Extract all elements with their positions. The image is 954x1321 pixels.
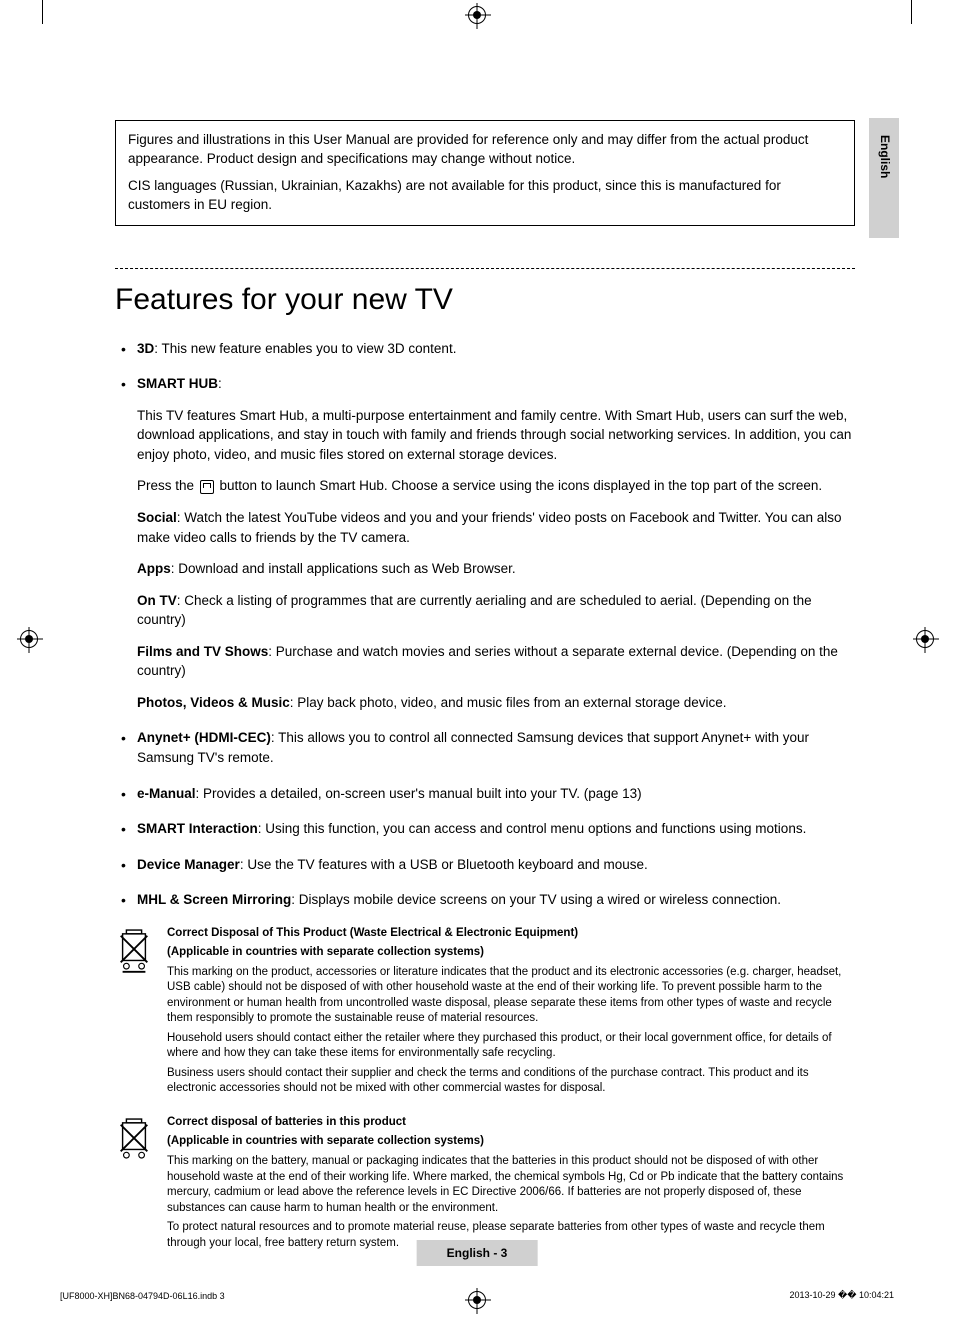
- feature-smartint-title: SMART Interaction: [137, 821, 258, 836]
- feature-smarthub-colon: :: [218, 376, 222, 391]
- feature-smartint: SMART Interaction: Using this function, …: [115, 819, 855, 839]
- smarthub-intro: This TV features Smart Hub, a multi-purp…: [137, 406, 855, 465]
- language-tab-text: English: [878, 135, 892, 178]
- smarthub-social: Social: Watch the latest YouTube videos …: [137, 508, 855, 547]
- page-title: Features for your new TV: [115, 268, 855, 317]
- disposal1-p1: This marking on the product, accessories…: [167, 965, 855, 1027]
- smarthub-apps: Apps: Download and install applications …: [137, 559, 855, 579]
- disposal-product: Correct Disposal of This Product (Waste …: [115, 926, 855, 1101]
- disposal1-p3: Business users should contact their supp…: [167, 1066, 855, 1097]
- apps-title: Apps: [137, 561, 171, 576]
- ontv-desc: : Check a listing of programmes that are…: [137, 593, 812, 628]
- notice-box: Figures and illustrations in this User M…: [115, 120, 855, 226]
- battery-bin-icon: [115, 1115, 153, 1163]
- feature-anynet: Anynet+ (HDMI-CEC): This allows you to c…: [115, 728, 855, 767]
- disposal-product-text: Correct Disposal of This Product (Waste …: [167, 926, 855, 1101]
- feature-mhl-title: MHL & Screen Mirroring: [137, 892, 291, 907]
- page-footer: English - 3: [417, 1240, 538, 1266]
- disposal1-p2: Household users should contact either th…: [167, 1031, 855, 1062]
- feature-smarthub-title: SMART HUB: [137, 376, 218, 391]
- disposal2-title1: Correct disposal of batteries in this pr…: [167, 1115, 855, 1131]
- smarthub-ontv: On TV: Check a listing of programmes tha…: [137, 591, 855, 630]
- smarthub-films: Films and TV Shows: Purchase and watch m…: [137, 642, 855, 681]
- feature-3d: 3D: This new feature enables you to view…: [115, 339, 855, 359]
- smarthub-press-2: button to launch Smart Hub. Choose a ser…: [216, 478, 822, 493]
- photos-title: Photos, Videos & Music: [137, 695, 290, 710]
- doc-info-left: [UF8000-XH]BN68-04794D-06L16.indb 3: [60, 1291, 225, 1301]
- notice-para-2: CIS languages (Russian, Ukrainian, Kazak…: [128, 177, 842, 215]
- smarthub-photos: Photos, Videos & Music: Play back photo,…: [137, 693, 855, 713]
- feature-emanual: e-Manual: Provides a detailed, on-screen…: [115, 784, 855, 804]
- feature-smartint-desc: : Using this function, you can access an…: [258, 821, 807, 836]
- photos-desc: : Play back photo, video, and music file…: [290, 695, 727, 710]
- registration-mark-bottom: [468, 1291, 486, 1309]
- feature-list: 3D: This new feature enables you to view…: [115, 339, 855, 910]
- notice-para-1: Figures and illustrations in this User M…: [128, 131, 842, 169]
- feature-3d-desc: : This new feature enables you to view 3…: [154, 341, 456, 356]
- feature-smarthub: SMART HUB: This TV features Smart Hub, a…: [115, 374, 855, 712]
- weee-bin-icon: [115, 926, 153, 974]
- smarthub-press: Press the button to launch Smart Hub. Ch…: [137, 476, 855, 496]
- films-title: Films and TV Shows: [137, 644, 268, 659]
- disposal-battery: Correct disposal of batteries in this pr…: [115, 1115, 855, 1255]
- disposal2-p1: This marking on the battery, manual or p…: [167, 1154, 855, 1216]
- ontv-title: On TV: [137, 593, 177, 608]
- feature-anynet-title: Anynet+ (HDMI-CEC): [137, 730, 271, 745]
- disposal1-title2: (Applicable in countries with separate c…: [167, 945, 855, 961]
- page-content: Figures and illustrations in this User M…: [115, 120, 855, 1255]
- feature-mhl: MHL & Screen Mirroring: Displays mobile …: [115, 890, 855, 910]
- feature-3d-title: 3D: [137, 341, 154, 356]
- smarthub-icon: [200, 480, 214, 494]
- apps-desc: : Download and install applications such…: [171, 561, 516, 576]
- feature-emanual-desc: : Provides a detailed, on-screen user's …: [196, 786, 642, 801]
- disposal2-title2: (Applicable in countries with separate c…: [167, 1134, 855, 1150]
- feature-mhl-desc: : Displays mobile device screens on your…: [291, 892, 781, 907]
- registration-mark-right: [916, 630, 934, 648]
- disposal1-title1: Correct Disposal of This Product (Waste …: [167, 926, 855, 942]
- registration-mark-left: [20, 630, 38, 648]
- social-desc: : Watch the latest YouTube videos and yo…: [137, 510, 842, 545]
- registration-mark-top: [468, 6, 486, 24]
- disposal-battery-text: Correct disposal of batteries in this pr…: [167, 1115, 855, 1255]
- feature-devicemgr-title: Device Manager: [137, 857, 240, 872]
- feature-emanual-title: e-Manual: [137, 786, 196, 801]
- doc-info-right: 2013-10-29 �� 10:04:21: [789, 1290, 894, 1301]
- social-title: Social: [137, 510, 177, 525]
- feature-devicemgr-desc: : Use the TV features with a USB or Blue…: [240, 857, 648, 872]
- feature-devicemgr: Device Manager: Use the TV features with…: [115, 855, 855, 875]
- smarthub-press-1: Press the: [137, 478, 198, 493]
